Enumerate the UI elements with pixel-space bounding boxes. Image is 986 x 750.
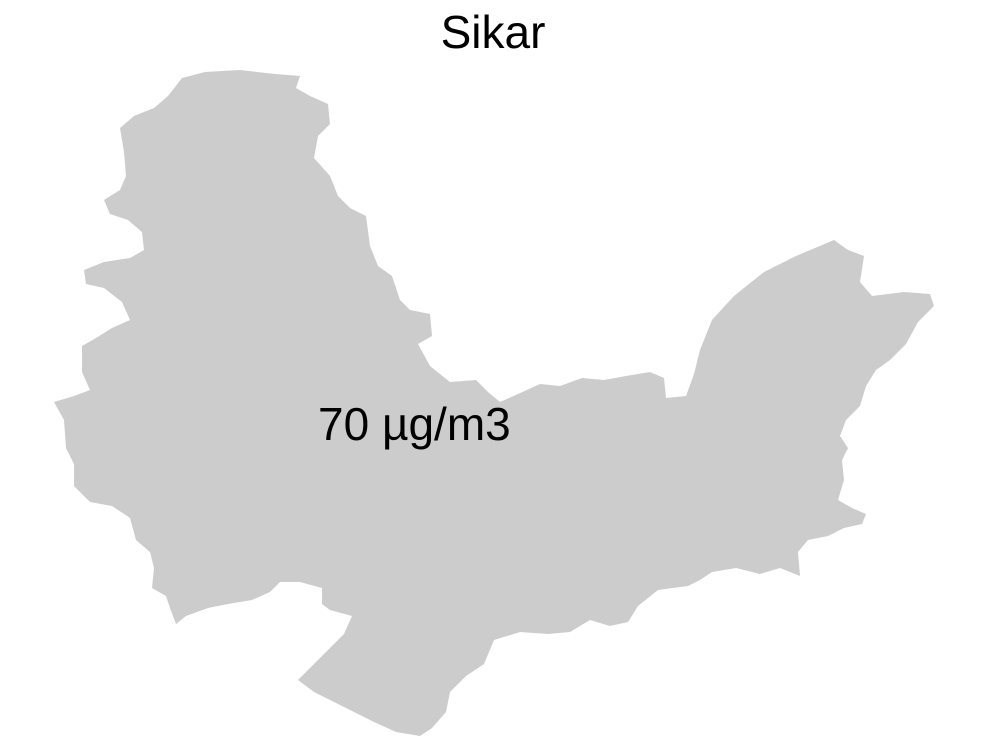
region-value-label: 70 µg/m3 bbox=[318, 398, 511, 450]
map-title: Sikar bbox=[440, 6, 546, 58]
sikar-district-region bbox=[54, 70, 934, 736]
